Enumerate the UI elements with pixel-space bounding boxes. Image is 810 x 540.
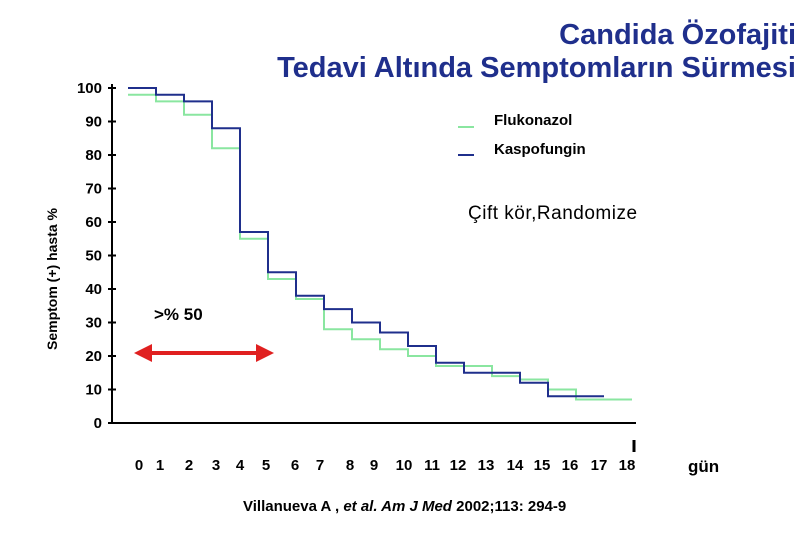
x-tick-label-11: 11 xyxy=(424,457,440,474)
legend-label-flukonazol: Flukonazol xyxy=(494,112,573,129)
y-tick-label-0: 0 xyxy=(94,415,102,432)
y-tick-label-100: 100 xyxy=(77,80,102,97)
citation-journal: et al. Am J Med xyxy=(343,498,452,515)
y-tick-label-10: 10 xyxy=(85,382,102,399)
x-tick-label-0: 0 xyxy=(135,457,143,474)
y-tick-label-90: 90 xyxy=(85,114,102,131)
y-tick-label-80: 80 xyxy=(85,147,102,164)
y-tick-label-70: 70 xyxy=(85,181,102,198)
x-tick-label-3: 3 xyxy=(212,457,220,474)
x-tick-label-2: 2 xyxy=(185,457,193,474)
x-tick-label-7: 7 xyxy=(316,457,324,474)
chart-title-line1: Candida Özofajiti xyxy=(559,19,796,51)
y-tick-label-40: 40 xyxy=(85,281,102,298)
series-line-flukonazol xyxy=(128,93,632,401)
arrow-head-right xyxy=(256,344,274,362)
y-tick-label-50: 50 xyxy=(85,248,102,265)
citation-ref: 2002;113: 294-9 xyxy=(451,498,567,515)
series-line-kaspofungin xyxy=(128,87,604,398)
x-tick-label-15: 15 xyxy=(534,457,551,474)
x-tick-label-9: 9 xyxy=(370,457,378,474)
x-tick-label-1: 1 xyxy=(156,457,164,474)
x-tick-label-17: 17 xyxy=(591,457,608,474)
x-tick-label-18: 18 xyxy=(619,457,636,474)
y-tick-label-20: 20 xyxy=(85,348,102,365)
y-axis-label: Semptom (+) hasta % xyxy=(44,208,60,350)
x-tick-label-8: 8 xyxy=(346,457,354,474)
citation-authors: Villanueva A , xyxy=(243,498,344,515)
x-tick-label-4: 4 xyxy=(236,457,245,474)
x-tick-label-6: 6 xyxy=(291,457,299,474)
legend-label-kaspofungin: Kaspofungin xyxy=(494,141,586,158)
arrow-head-left xyxy=(134,344,152,362)
citation: Villanueva A , et al. Am J Med 2002;113:… xyxy=(243,498,566,515)
x-tick-label-13: 13 xyxy=(478,457,495,474)
x-tick-label-10: 10 xyxy=(396,457,413,474)
x-tick-label-12: 12 xyxy=(450,457,467,474)
chart-title-line2: Tedavi Altında Semptomların Sürmesi xyxy=(277,52,796,84)
x-tick-label-16: 16 xyxy=(562,457,579,474)
y-tick-label-60: 60 xyxy=(85,214,102,231)
x-tick-label-5: 5 xyxy=(262,457,270,474)
study-design-note: Çift kör,Randomize xyxy=(468,203,638,224)
y-tick-label-30: 30 xyxy=(85,315,102,332)
arrow-annotation-label: >% 50 xyxy=(154,305,203,324)
x-tick-label-14: 14 xyxy=(507,457,524,474)
x-axis-unit: gün xyxy=(688,457,720,476)
